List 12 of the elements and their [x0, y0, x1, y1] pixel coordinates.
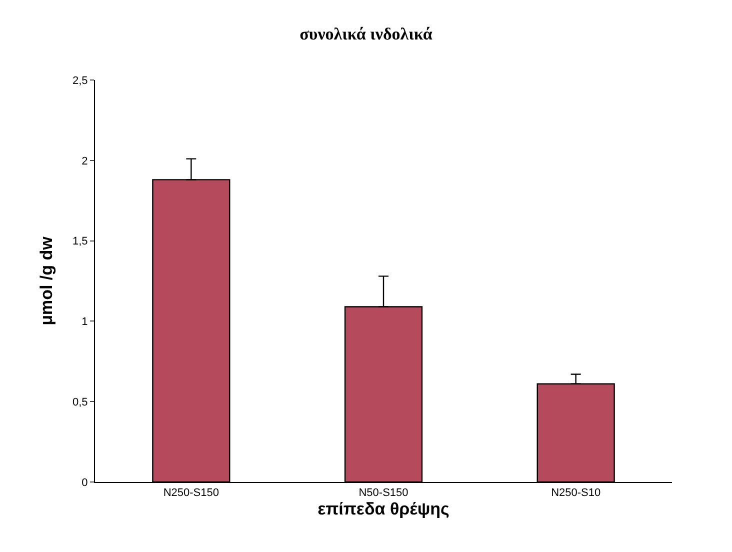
y-tick-label: 2 [82, 155, 88, 168]
x-tick-label: N250-S10 [551, 487, 601, 500]
x-tick-label: N250-S150 [163, 487, 219, 500]
x-tick-label: N50-S150 [358, 487, 408, 500]
y-tick-label: 1,5 [72, 236, 88, 248]
x-axis-title: επίπεδα θρέψης [318, 500, 450, 519]
y-tick-label: 0 [82, 476, 88, 489]
y-tick-label: 2,5 [72, 74, 88, 87]
chart-title: συνολικά ινδολικά [300, 24, 433, 44]
y-tick-label: 0,5 [72, 396, 88, 408]
y-axis-title: μmol /g dw [37, 236, 56, 326]
y-tick-label: 1 [82, 316, 88, 328]
